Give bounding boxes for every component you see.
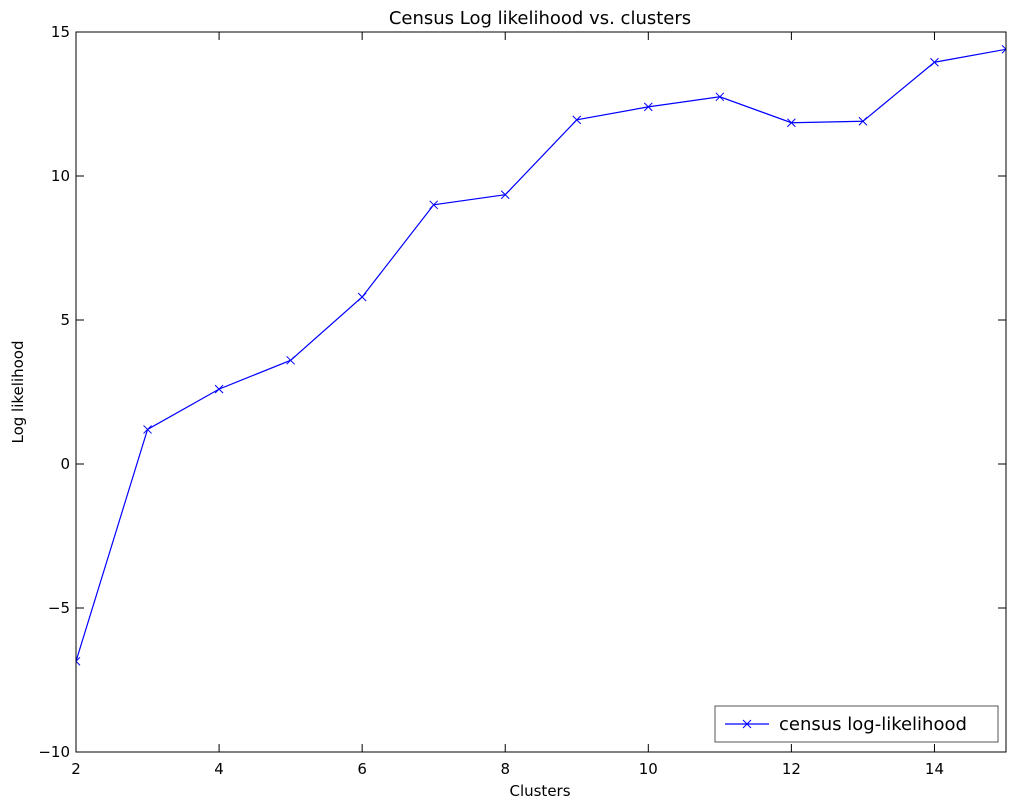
x-tick-label: 6: [357, 760, 367, 778]
legend-label: census log-likelihood: [779, 714, 967, 735]
data-point-marker: [500, 190, 510, 200]
data-point-marker: [715, 92, 725, 102]
y-tick-label: 10: [51, 167, 70, 185]
x-tick-label: 10: [639, 760, 658, 778]
y-tick-label: −10: [38, 743, 70, 761]
data-point-marker: [143, 425, 152, 434]
data-point-marker: [858, 116, 868, 126]
y-tick-label: 5: [60, 311, 70, 329]
y-axis-label: Log likelihood: [9, 341, 27, 444]
series-group: [76, 44, 1006, 666]
axes-frame: [75, 31, 1007, 753]
data-point-marker: [214, 384, 224, 394]
chart-title: Census Log likelihood vs. clusters: [389, 8, 691, 29]
data-point-marker: [787, 118, 796, 128]
x-axis-label: Clusters: [509, 782, 570, 800]
data-point-marker: [357, 292, 367, 302]
y-tick-label: −5: [48, 599, 70, 617]
plot-area: 2 4 6 8 10 12 14 −10 −5 0 5 10 15: [38, 23, 1007, 778]
data-point-marker: [643, 102, 653, 112]
legend-marker-swatch: [742, 719, 752, 729]
data-point-marker: [76, 656, 81, 666]
x-tick-label: 2: [71, 760, 81, 778]
series-line: [76, 48, 1006, 662]
data-point-marker: [572, 115, 582, 125]
x-tick-label: 8: [500, 760, 510, 778]
x-tick-label: 4: [214, 760, 224, 778]
y-tick-label: 15: [51, 23, 70, 41]
data-point-marker: [1001, 44, 1006, 54]
legend: census log-likelihood: [714, 705, 999, 743]
data-point-marker: [429, 200, 439, 210]
y-tick-label: 0: [60, 455, 70, 473]
x-tick-label: 14: [925, 760, 944, 778]
x-tick-label: 12: [782, 760, 801, 778]
data-point-marker: [930, 57, 939, 67]
data-point-marker: [286, 355, 295, 365]
